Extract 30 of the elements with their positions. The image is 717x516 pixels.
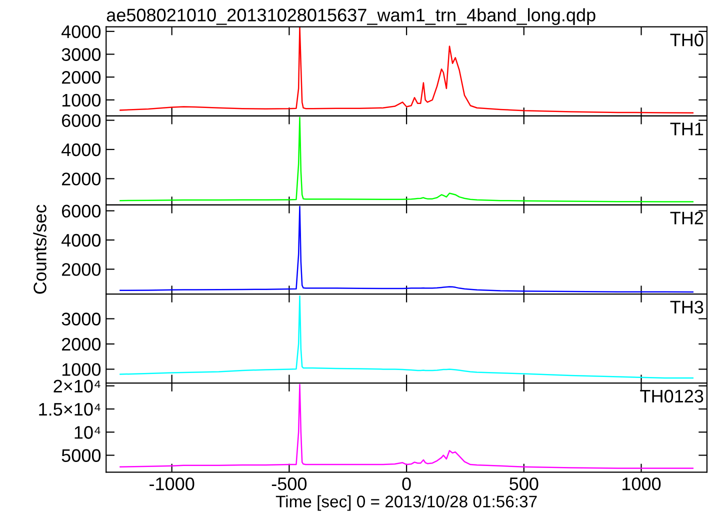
annotation: TH1 xyxy=(670,122,704,136)
y-tick-label: 6000 xyxy=(62,114,101,127)
y-tick-label: 3000 xyxy=(62,312,101,326)
x-tick-label: 500 xyxy=(510,477,538,490)
y-tick-label: 2000 xyxy=(62,338,101,351)
y-tick-label: 2000 xyxy=(62,71,101,84)
chart-title: ae508021010_20131028015637_wam1_trn_4band_long.qdp xyxy=(106,8,596,26)
y-tick-label: 1000 xyxy=(62,94,101,107)
annotation: TH2 xyxy=(670,212,704,224)
y-tick-label: 1000 xyxy=(62,363,101,376)
x-tick-label: 0 xyxy=(402,477,411,490)
annotation: TH0123 xyxy=(640,390,704,403)
annotation: TH3 xyxy=(670,300,704,314)
y-tick-label: 2000 xyxy=(62,172,101,186)
y-tick-label: 2000 xyxy=(62,263,101,276)
y-tick-label: 4000 xyxy=(62,234,101,247)
x-tick-label: 1000 xyxy=(622,477,661,490)
y-tick-label: 6000 xyxy=(62,204,101,218)
x-axis-title: Time [sec] 0 = 2013/10/28 01:56:37 xyxy=(276,495,537,511)
x-tick-label: -500 xyxy=(272,477,307,490)
y-tick-label: 3000 xyxy=(62,48,101,61)
y-tick-label: 4000 xyxy=(62,25,101,38)
annotation: TH0 xyxy=(670,34,704,46)
y-tick-label: 4000 xyxy=(62,143,101,156)
y-axis-title: Counts/sec xyxy=(33,204,46,294)
y-tick-label: 1.5×10⁴ xyxy=(39,402,100,416)
y-tick-label: 10⁴ xyxy=(74,426,100,439)
y-tick-label: 2×10⁴ xyxy=(54,380,100,393)
y-tick-label: 5000 xyxy=(62,449,101,462)
x-tick-label: -1000 xyxy=(150,477,194,490)
